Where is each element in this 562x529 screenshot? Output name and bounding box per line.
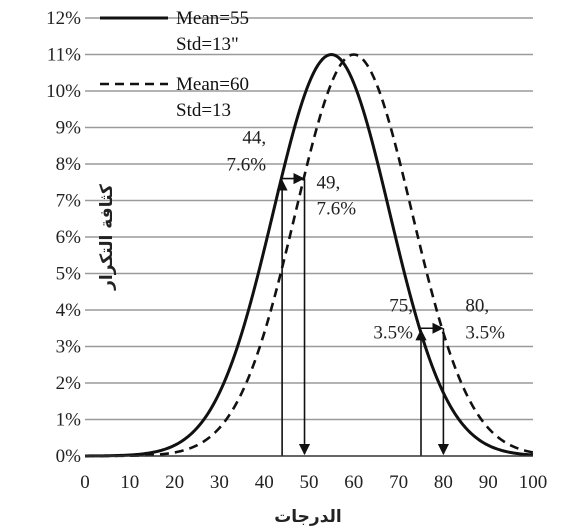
- legend-entry-2-line2: Std=13: [176, 100, 231, 121]
- legend-entry-1-line2: Std=13": [176, 34, 239, 55]
- y-tick-label: 1%: [56, 410, 82, 431]
- annotation-y-label: 7.6%: [317, 199, 357, 220]
- x-tick-label: 50: [300, 472, 319, 493]
- x-tick-labels: 0 10 20 30 40 50 60 70 80 90 100: [80, 472, 547, 493]
- x-axis-label: الدرجات: [274, 507, 342, 527]
- y-tick-label: 7%: [56, 191, 82, 212]
- annotation-x-label: 44,: [242, 128, 266, 149]
- x-tick-label: 60: [344, 472, 363, 493]
- legend-entry-1-line1: Mean=55: [176, 8, 249, 29]
- y-tick-label: 5%: [56, 264, 82, 285]
- y-tick-label: 0%: [56, 446, 82, 467]
- annotation-y-label: 3.5%: [465, 322, 505, 343]
- legend-entry-2-line1: Mean=60: [176, 74, 249, 95]
- y-tick-label: 8%: [56, 154, 82, 175]
- x-tick-label: 100: [519, 472, 548, 493]
- y-tick-label: 9%: [56, 118, 82, 139]
- x-tick-label: 40: [255, 472, 274, 493]
- annotation-arrows: [276, 173, 449, 456]
- y-tick-label: 6%: [56, 227, 82, 248]
- y-tick-labels: 0% 1% 2% 3% 4% 5% 6% 7% 8% 9% 10% 11% 12%: [46, 8, 81, 467]
- x-tick-label: 20: [165, 472, 184, 493]
- series-line-solid: [84, 52, 534, 458]
- y-tick-label: 3%: [56, 337, 82, 358]
- y-tick-label: 10%: [46, 81, 81, 102]
- x-tick-label: 70: [389, 472, 408, 493]
- legend: Mean=55 Std=13" Mean=60 Std=13: [100, 8, 249, 121]
- y-axis-label: كثافة التكرار: [97, 184, 117, 291]
- y-tick-label: 12%: [46, 8, 81, 29]
- x-tick-label: 80: [434, 472, 453, 493]
- annotation-x-label: 49,: [317, 173, 341, 194]
- series-line-dashed: [85, 53, 534, 458]
- y-tick-label: 2%: [56, 373, 82, 394]
- y-tick-label: 11%: [47, 45, 81, 66]
- x-tick-label: 90: [479, 472, 498, 493]
- series-lines: [84, 52, 534, 458]
- y-tick-label: 4%: [56, 300, 82, 321]
- x-tick-label: 30: [210, 472, 229, 493]
- annotation-x-label: 75,: [389, 295, 413, 316]
- annotation-y-label: 3.5%: [373, 322, 413, 343]
- x-tick-label: 10: [120, 472, 139, 493]
- annotation-labels: 44, 7.6% 49, 7.6% 75, 3.5% 80, 3.5%: [227, 128, 506, 344]
- annotation-x-label: 80,: [465, 295, 489, 316]
- x-tick-label: 0: [80, 472, 90, 493]
- annotation-y-label: 7.6%: [227, 155, 267, 176]
- gridlines: [85, 17, 533, 421]
